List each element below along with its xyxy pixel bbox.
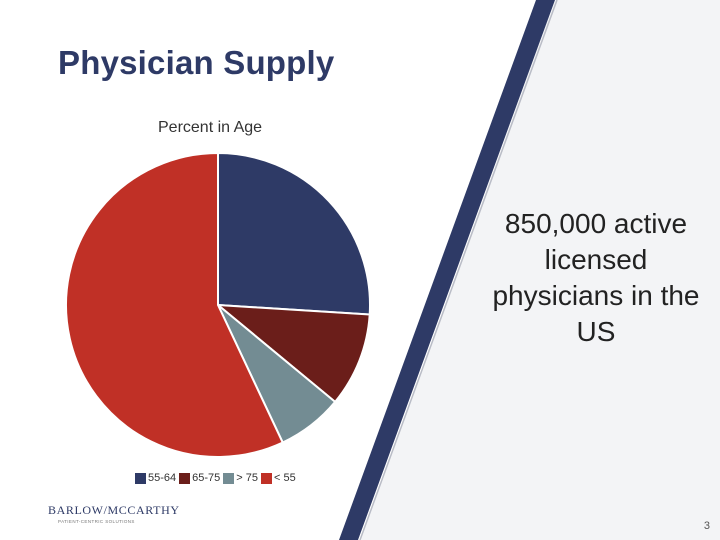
legend-swatch xyxy=(223,472,235,484)
legend-item: 55-64 xyxy=(135,472,176,484)
legend-label: > 75 xyxy=(236,472,258,484)
legend-item: 65-75 xyxy=(179,472,220,484)
page-number: 3 xyxy=(703,520,710,532)
diagonal-light-panel xyxy=(360,0,720,540)
legend-swatch xyxy=(179,472,191,484)
diagonal-thin-line xyxy=(359,0,558,540)
legend-label: 55-64 xyxy=(148,472,177,484)
legend-label: 65-75 xyxy=(192,472,221,484)
logo-tagline: PATIENT-CENTRIC SOLUTIONS xyxy=(58,519,135,524)
pie-slice-55-64 xyxy=(217,151,371,316)
chart-title: Percent in Age xyxy=(158,119,263,136)
company-logo: BARLOW/MCCARTHY PATIENT-CENTRIC SOLUTION… xyxy=(48,503,183,525)
legend-item: < 55 xyxy=(261,472,296,484)
legend-item: > 75 xyxy=(223,472,258,484)
pie-slice-55 xyxy=(65,151,285,458)
pie-slice-65-75 xyxy=(214,303,371,404)
slide-title: Physician Supply xyxy=(58,44,335,81)
logo-name: BARLOW/MCCARTHY xyxy=(48,503,180,517)
callout-text: 850,000 active licensed physicians in th… xyxy=(492,208,700,347)
legend-swatch xyxy=(135,472,146,484)
chart-legend: 55-64 65-75 > 75 < 55 xyxy=(135,472,299,484)
legend-label: < 55 xyxy=(274,472,296,484)
legend-swatch xyxy=(261,472,272,484)
diagonal-navy-band xyxy=(339,0,555,540)
